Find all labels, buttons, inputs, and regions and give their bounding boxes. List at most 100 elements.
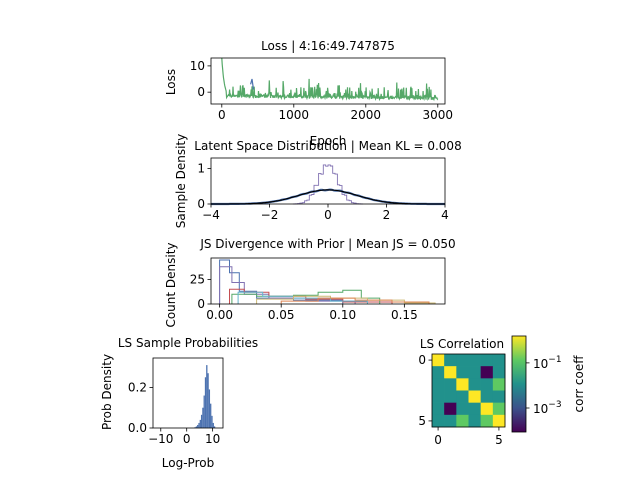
- probs-bar: [207, 373, 209, 428]
- loss-frame: [210, 57, 446, 105]
- probs-bar: [203, 395, 205, 428]
- corr-cell: [480, 366, 494, 379]
- corr-cell: [444, 366, 457, 379]
- x-tick-label: 0: [434, 433, 442, 447]
- corr-ticks: 0 505: [418, 353, 502, 447]
- corr-cell: [432, 366, 445, 379]
- corr-cell: [444, 414, 457, 428]
- corr-cell: [444, 378, 457, 391]
- x-tick-label: 2000: [351, 108, 382, 122]
- colorbar-tick-exponent: −1: [548, 355, 561, 365]
- probs-bar: [212, 422, 214, 428]
- latent-ticks: −4 −2 0 2 4 0 1: [197, 162, 448, 222]
- corr-cell: [480, 378, 494, 391]
- js-ticks: 0.00 0.05 0.10 0.15 0 25: [190, 273, 418, 322]
- probs-xlabel: Log-Prob: [162, 456, 214, 470]
- corr-cell: [468, 390, 481, 403]
- corr-cell: [468, 366, 481, 379]
- y-tick-label: 0: [418, 353, 426, 367]
- y-tick-label: 10: [190, 59, 205, 73]
- y-tick-label: 0: [197, 197, 205, 211]
- corr-cell: [492, 402, 506, 416]
- x-tick-label: 1000: [279, 108, 310, 122]
- js-panel: JS Divergence with Prior | Mean JS = 0.0…: [164, 237, 456, 328]
- probs-bar: [197, 424, 199, 428]
- loss-series: [221, 57, 439, 102]
- x-tick-label: 0: [324, 208, 332, 222]
- corr-cells: [432, 354, 506, 428]
- x-tick-label: 5: [495, 433, 503, 447]
- corr-cell: [468, 414, 481, 428]
- corr-cell: [492, 378, 506, 391]
- corr-title: LS Correlation: [420, 337, 504, 351]
- loss-ticks: 0 1000 2000 3000 0 10: [190, 59, 453, 122]
- x-tick-label: 0: [218, 108, 226, 122]
- js-histogram-series: [219, 259, 344, 304]
- probs-title: LS Sample Probabilities: [118, 336, 258, 350]
- js-title: JS Divergence with Prior | Mean JS = 0.0…: [199, 237, 455, 251]
- corr-cell: [468, 378, 481, 391]
- corr-cell: [480, 414, 494, 428]
- corr-cell: [456, 378, 469, 391]
- corr-cell: [456, 414, 469, 428]
- x-tick-label: 4: [441, 208, 449, 222]
- corr-cell: [480, 402, 494, 416]
- latent-frame: [210, 157, 446, 205]
- corr-cell: [444, 390, 457, 403]
- x-tick-label: 2: [383, 208, 391, 222]
- js-frame: [210, 257, 446, 305]
- corr-cell: [432, 402, 445, 416]
- js-series: [219, 259, 436, 304]
- corr-cell: [468, 354, 481, 367]
- corr-cell: [432, 390, 445, 403]
- y-tick-label: 5: [418, 414, 426, 428]
- x-tick-label: 10: [205, 432, 220, 446]
- corr-colorbar-label: corr coeff: [572, 355, 586, 413]
- corr-cell: [432, 378, 445, 391]
- x-tick-label: −4: [202, 208, 220, 222]
- probs-bars: [194, 365, 216, 428]
- latent-title: Latent Space Distribution | Mean KL = 0.…: [194, 139, 461, 153]
- corr-cell: [480, 354, 494, 367]
- probs-bar: [213, 426, 216, 428]
- latent-series-step: [292, 164, 364, 205]
- x-tick-label: 0.05: [268, 308, 295, 322]
- y-tick-label: 0.0: [128, 421, 147, 435]
- probs-frame: [152, 357, 224, 429]
- js-ylabel: Count Density: [164, 242, 178, 327]
- latent-ylabel: Sample Density: [174, 134, 188, 228]
- corr-cell: [432, 414, 445, 428]
- probs-ticks: −10 0 10 0.0 0.2: [128, 380, 220, 446]
- probs-bar: [199, 419, 201, 428]
- probs-bar: [198, 422, 200, 428]
- corr-cell: [492, 390, 506, 403]
- loss-title: Loss | 4:16:49.747875: [261, 39, 395, 53]
- probs-bar: [200, 414, 203, 428]
- x-tick-label: 0.15: [391, 308, 418, 322]
- loss-ylabel: Loss: [164, 69, 178, 95]
- loss-panel: Loss | 4:16:49.747875 Loss Epoch 0 1000 20…: [164, 39, 453, 148]
- loss-series-line: [250, 78, 255, 90]
- latent-panel: Latent Space Distribution | Mean KL = 0.…: [174, 134, 462, 228]
- probs-panel: LS Sample Probabilities Prob Density Log…: [100, 336, 258, 470]
- corr-cell: [444, 354, 457, 367]
- probs-bar: [204, 377, 207, 428]
- js-histogram-series: [231, 289, 381, 304]
- probs-ylabel: Prob Density: [100, 354, 114, 430]
- corr-cell: [468, 402, 481, 416]
- x-tick-label: 0.00: [206, 308, 233, 322]
- corr-cell: [480, 390, 494, 403]
- loss-xlabel: Epoch: [310, 134, 347, 148]
- probs-bar: [210, 403, 212, 428]
- corr-cell: [444, 402, 457, 416]
- probs-bar: [202, 407, 204, 428]
- corr-cell: [456, 366, 469, 379]
- corr-cell: [432, 354, 445, 367]
- corr-cell: [456, 402, 469, 416]
- corr-cell: [456, 390, 469, 403]
- probs-bar: [194, 427, 196, 428]
- loss-series-line: [221, 57, 439, 102]
- corr-cell: [492, 366, 506, 379]
